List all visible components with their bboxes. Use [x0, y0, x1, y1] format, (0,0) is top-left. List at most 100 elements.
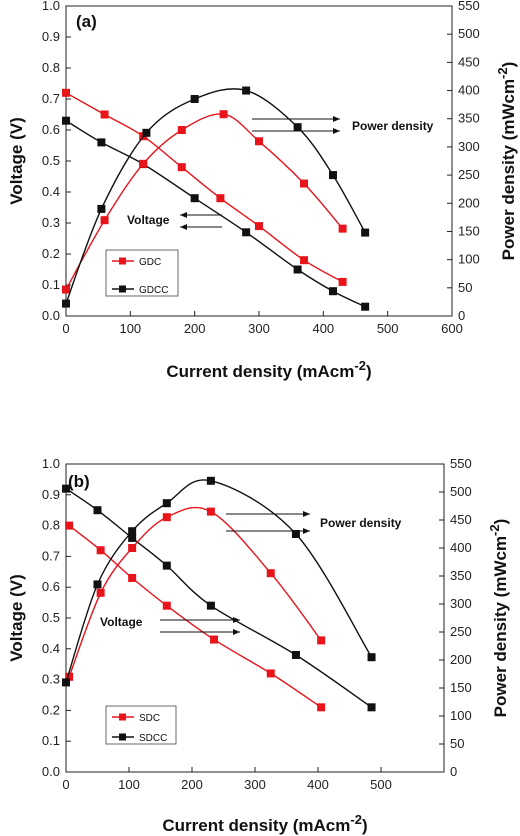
y-right-tick-label: 50	[450, 736, 464, 751]
x-tick-label: 100	[118, 777, 140, 792]
y-left-tick-label: 0.5	[42, 610, 60, 625]
sdcc-voltage-point	[206, 601, 215, 610]
x-axis-label-sup: -2	[350, 812, 362, 827]
x-tick-label: 0	[62, 777, 69, 792]
sdc-power-point	[317, 636, 326, 645]
legend-marker	[119, 713, 126, 721]
sdc-voltage-point	[96, 546, 105, 555]
gdc-voltage-point	[62, 88, 70, 97]
legend-marker	[119, 733, 126, 741]
voltage-arrow-head	[233, 629, 240, 635]
y-right-tick-label: 200	[450, 652, 472, 667]
gdcc-voltage-point	[190, 194, 199, 203]
x-tick-label: 200	[181, 777, 203, 792]
voltage-arrow-head	[180, 224, 187, 230]
y-right-tick-label: 50	[458, 280, 472, 295]
gdc-power-point	[177, 126, 186, 134]
x-tick-label: 600	[441, 321, 463, 336]
y-left-tick-label: 0.9	[42, 487, 60, 502]
y-right-axis-label-sup: -2	[487, 524, 502, 536]
sdc-voltage-point	[210, 635, 219, 644]
y-left-tick-label: 0.3	[42, 215, 60, 230]
gdcc-voltage-point	[293, 265, 302, 274]
y-left-tick-label: 0.4	[42, 184, 60, 199]
y-left-tick-label: 0.0	[42, 308, 60, 323]
gdcc-power-point	[62, 299, 70, 308]
gdcc-power-point	[142, 128, 151, 137]
y-right-tick-label: 500	[458, 26, 480, 41]
y-right-axis-label-sup: -2	[495, 67, 510, 79]
x-tick-label: 300	[248, 321, 270, 336]
gdc-power-point	[139, 159, 148, 168]
y-right-tick-label: 400	[450, 540, 472, 555]
sdcc-voltage-point	[62, 484, 70, 493]
x-tick-label: 0	[62, 321, 69, 336]
y-left-tick-label: 0.4	[42, 641, 60, 656]
y-left-tick-label: 0.2	[42, 246, 60, 261]
y-right-tick-label: 250	[450, 624, 472, 639]
gdcc-power-point	[361, 228, 370, 237]
y-right-tick-label: 400	[458, 83, 480, 98]
sdc-voltage-point	[65, 521, 74, 530]
x-tick-label: 500	[377, 321, 399, 336]
y-left-tick-label: 0.1	[42, 277, 60, 292]
sdcc-power-point	[291, 530, 300, 538]
y-right-tick-label: 200	[458, 195, 480, 210]
y-left-tick-label: 0.9	[42, 29, 60, 44]
y-left-tick-label: 0.6	[42, 579, 60, 594]
gdc-power-point	[255, 137, 263, 146]
x-axis-label: Current density (mAcm-2)	[166, 358, 371, 381]
gdcc-power-point	[97, 204, 106, 213]
x-tick-label: 400	[312, 321, 334, 336]
x-axis-label-text: Current density (mAcm	[166, 362, 354, 381]
panel-label: (a)	[76, 12, 97, 31]
gdcc-voltage-point	[361, 302, 370, 311]
sdc-voltage-point	[162, 601, 171, 610]
x-tick-label: 100	[119, 321, 141, 336]
gdcc-power-point	[190, 95, 199, 103]
y-right-tick-label: 0	[458, 308, 465, 323]
gdc-voltage-point	[255, 222, 263, 231]
y-left-tick-label: 1.0	[42, 0, 60, 13]
voltage-annotation: Voltage	[100, 615, 143, 629]
gdc-voltage-point	[300, 256, 309, 265]
y-left-tick-label: 0.0	[42, 764, 60, 779]
y-left-tick-label: 0.3	[42, 672, 60, 687]
gdc-power-point	[219, 110, 228, 119]
sdc-voltage-point	[317, 703, 326, 712]
x-tick-label: 500	[370, 777, 392, 792]
y-right-tick-label: 450	[450, 512, 472, 527]
y-right-tick-label: 350	[450, 568, 472, 583]
legend-label: GDCC	[139, 285, 168, 296]
y-right-tick-label: 150	[458, 223, 480, 238]
power-density-arrow-head	[333, 128, 340, 134]
gdcc-power-point	[293, 123, 302, 132]
gdcc-power-point	[242, 86, 251, 95]
gdc-power-point	[62, 285, 70, 294]
voltage-arrow-head	[233, 617, 240, 623]
legend-label: SDC	[139, 713, 160, 724]
y-right-tick-label: 150	[450, 680, 472, 695]
sdcc-voltage-point	[367, 703, 376, 712]
y-right-axis-label-text: Power density (mWcm	[499, 79, 518, 260]
y-right-axis-label-text: Power density (mWcm	[491, 536, 510, 717]
sdcc-power-point	[62, 678, 70, 687]
x-tick-label: 300	[244, 777, 266, 792]
x-axis-label-sup: -2	[354, 358, 366, 373]
x-axis-label: Current density (mAcm-2)	[162, 812, 367, 835]
gdc-power-point	[300, 179, 309, 188]
sdc-power-point	[96, 588, 105, 597]
sdc-power-point	[206, 507, 215, 516]
gdcc-voltage-point	[242, 228, 251, 237]
x-tick-label: 400	[307, 777, 329, 792]
sdcc-power-line	[65, 479, 373, 683]
sdcc-power-point	[162, 499, 171, 508]
y-right-tick-label: 450	[458, 54, 480, 69]
sdc-power-line	[68, 506, 322, 678]
sdcc-power-point	[206, 476, 215, 485]
y-left-tick-label: 1.0	[42, 456, 60, 471]
sdcc-power-point	[128, 527, 137, 536]
gdc-voltage-point	[216, 194, 225, 203]
chart-panel-b: 0 100 200 300 400 5000.00.10.20.30.40.50.60.7…	[7, 456, 510, 835]
